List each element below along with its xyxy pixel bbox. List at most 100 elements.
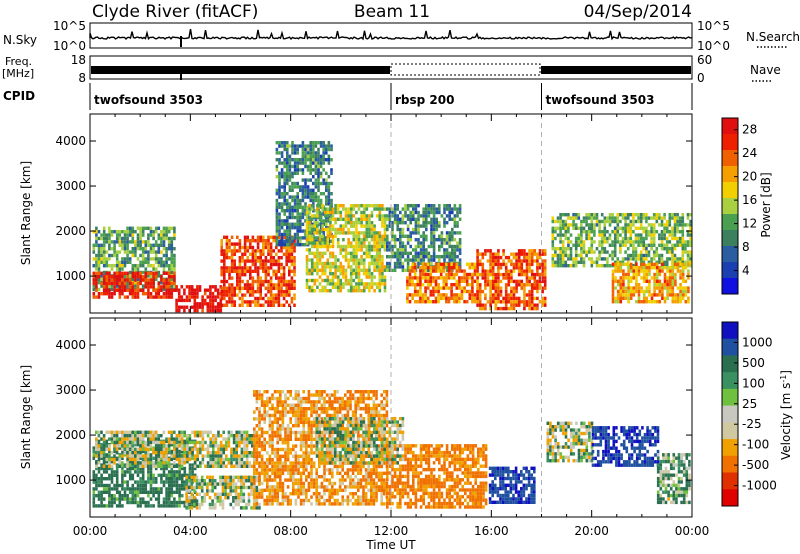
power-echo-cell (147, 295, 150, 299)
power-echo-cell (256, 249, 260, 253)
power-echo-cell (541, 252, 544, 256)
power-echo-cell (642, 266, 646, 270)
power-echo-cell (451, 234, 454, 238)
power-echo-cell (671, 264, 674, 268)
velocity-echo-cell (121, 440, 124, 445)
power-echo-cell (139, 226, 142, 230)
power-echo-cell (671, 233, 674, 237)
power-echo-cell (627, 300, 630, 304)
power-echo-cell (280, 283, 283, 287)
power-echo-cell (438, 258, 441, 262)
power-echo-cell (249, 276, 252, 280)
power-echo-cell (663, 260, 666, 264)
power-echo-cell (108, 257, 111, 261)
noise-panel: N.Sky 10^5 10^0 10^5 10^0 N.Search (3, 19, 800, 53)
power-echo-cell (126, 281, 129, 285)
velocity-echo-cell (92, 480, 96, 484)
power-echo-cell (326, 210, 330, 215)
power-echo-cell (408, 272, 412, 277)
noise-left-tick-bottom: 10^0 (53, 39, 86, 53)
power-echo-cell (323, 251, 327, 255)
power-echo-cell (674, 296, 677, 300)
power-echo-cell (686, 216, 690, 220)
power-echo-cell (162, 271, 166, 275)
power-echo-cell (559, 250, 562, 254)
power-echo-cell (663, 296, 667, 300)
power-echo-cell (325, 188, 328, 192)
velocity-echo-cell (178, 463, 181, 467)
power-echo-cell (611, 213, 614, 217)
power-echo-cell (639, 226, 643, 230)
power-echo-cell (308, 234, 311, 238)
power-echo-cell (543, 262, 547, 267)
power-echo-cell (393, 217, 397, 221)
power-echo-cell (564, 219, 568, 224)
power-echo-cell (256, 276, 260, 280)
power-echo-cell (141, 288, 145, 292)
power-echo-cell (310, 207, 314, 211)
power-echo-cell (272, 296, 275, 301)
power-echo-cell (134, 281, 137, 285)
power-echo-cell (308, 231, 311, 235)
power-echo-cell (293, 215, 297, 220)
power-echo-cell (317, 188, 320, 192)
power-echo-cell (409, 204, 412, 208)
power-echo-cell (530, 269, 534, 273)
velocity-echo-cell (128, 430, 132, 434)
power-echo-cell (388, 207, 392, 211)
power-echo-cell (360, 244, 363, 249)
power-echo-cell (635, 289, 638, 294)
power-echo-cell (318, 210, 322, 215)
power-echo-cell (606, 264, 609, 268)
power-echo-cell (481, 306, 485, 311)
power-echo-cell (280, 236, 284, 240)
power-echo-cell (393, 207, 397, 211)
power-echo-cell (285, 286, 288, 290)
power-echo-cell (251, 300, 255, 304)
velocity-echo-cell (121, 504, 124, 508)
power-echo-cell (647, 216, 651, 220)
power-echo-cell (225, 249, 229, 253)
power-echo-cell (425, 221, 428, 225)
velocity-echo-cell (97, 439, 101, 443)
power-echo-cell (538, 279, 542, 284)
power-echo-cell (494, 283, 498, 287)
power-echo-cell (645, 213, 648, 217)
power-echo-cell (396, 251, 399, 255)
power-echo-cell (419, 289, 422, 294)
power-echo-cell (131, 267, 135, 271)
power-echo-cell (344, 217, 348, 221)
velocity-echo-cell (157, 497, 161, 501)
power-echo-cell (95, 233, 98, 237)
power-echo-cell (523, 296, 526, 301)
power-echo-cell (310, 241, 314, 245)
power-echo-cell (141, 260, 145, 264)
velocity-echo-cell (178, 500, 181, 505)
power-echo-cell (230, 293, 234, 297)
power-echo-cell (489, 252, 492, 256)
power-echo-cell (425, 217, 428, 221)
velocity-echo-cell (95, 466, 98, 471)
power-echo-cell (269, 293, 273, 297)
power-echo-cell (622, 296, 625, 300)
velocity-echo-cell (115, 490, 119, 494)
power-echo-cell (525, 259, 529, 263)
power-echo-cell (259, 262, 262, 267)
power-echo-cell (288, 161, 292, 165)
power-echo-cell (564, 223, 568, 227)
power-echo-cell (375, 248, 379, 252)
power-echo-cell (355, 285, 358, 289)
power-echo-cell (259, 239, 262, 243)
power-echo-cell (478, 272, 482, 277)
power-echo-cell (642, 293, 646, 297)
velocity-echo-cell (141, 437, 145, 441)
power-echo-cell (679, 272, 682, 277)
velocity-echo-cell (149, 447, 153, 451)
power-echo-cell (144, 240, 148, 244)
power-echo-cell (321, 207, 324, 211)
power-echo-cell (309, 154, 312, 158)
power-echo-cell (283, 188, 286, 192)
power-echo-cell (673, 257, 677, 261)
power-echo-cell (362, 214, 366, 218)
